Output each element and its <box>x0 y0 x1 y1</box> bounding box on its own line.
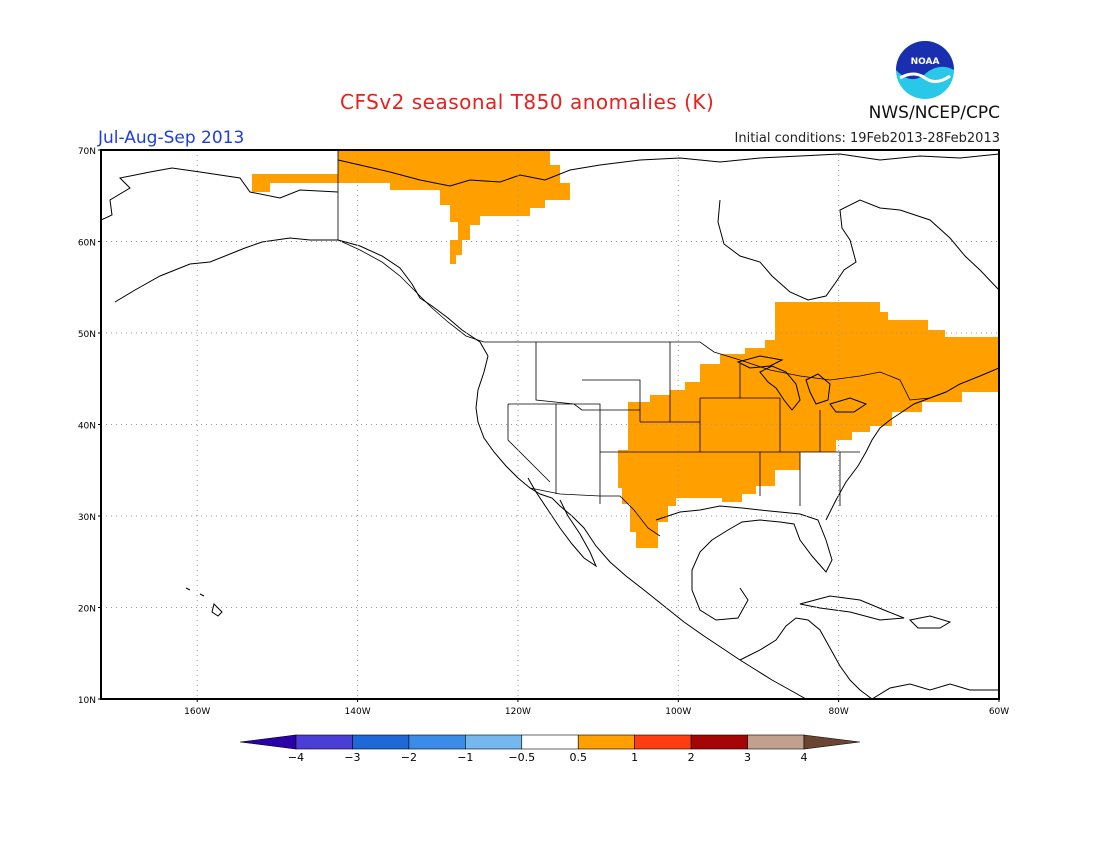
noaa-logo-text: NOAA <box>911 57 940 67</box>
lat-tick-label: 60N <box>78 239 96 249</box>
initial-conditions-label: Initial conditions: 19Feb2013-28Feb2013 <box>734 131 1000 146</box>
coastline-us-east <box>825 367 999 521</box>
colorbar-swatch <box>634 734 692 750</box>
colorbar-swatch <box>577 734 635 750</box>
lon-tick-label: 140W <box>345 707 371 717</box>
colorbar-swatch <box>408 734 466 750</box>
colorbar-swatch <box>239 734 297 750</box>
coastline-great-lakes <box>736 355 868 413</box>
coastline-hudson-bay <box>717 199 999 301</box>
colorbar-label: −3 <box>344 751 360 764</box>
colorbar-swatch <box>690 734 748 750</box>
anomaly-region-alaska-yukon <box>252 150 570 264</box>
lat-tick-label: 10N <box>78 696 96 706</box>
coastline-western-alaska <box>101 167 339 221</box>
lat-tick-label: 70N <box>78 147 96 157</box>
colorbar-label: 2 <box>688 751 695 764</box>
lat-tick-label: 20N <box>78 605 96 615</box>
political-boundaries <box>337 150 947 537</box>
colorbar-label: −1 <box>457 751 473 764</box>
border-us-mexico <box>529 487 661 537</box>
colorbar-swatch <box>352 734 410 750</box>
coastline-gulf-of-mexico <box>655 505 833 621</box>
noaa-logo-icon: NOAA <box>896 41 954 99</box>
colorbar-swatch <box>295 734 353 750</box>
colorbar-label: 0.5 <box>569 751 587 764</box>
border-us-canada <box>484 341 947 401</box>
colorbar-label: 4 <box>801 751 808 764</box>
lat-tick-label: 30N <box>78 513 96 523</box>
longitude-tick-labels: 160W 140W 120W 100W 80W 60W <box>184 699 1009 717</box>
lon-tick-label: 80W <box>828 707 848 717</box>
season-label: Jul-Aug-Sep 2013 <box>98 128 245 148</box>
coastlines <box>101 153 999 699</box>
coastline-central-america <box>739 617 873 699</box>
colorbar-swatch <box>465 734 523 750</box>
colorbar-swatch <box>747 734 805 750</box>
lat-tick-label: 40N <box>78 422 96 432</box>
anomaly-shading <box>252 150 999 548</box>
anomaly-region-eastern-us-canada <box>618 302 999 548</box>
colorbar-label: −4 <box>288 751 304 764</box>
coastline-hawaii <box>185 587 223 617</box>
colorbar-swatch <box>803 734 861 750</box>
coastline-us-west <box>475 355 807 699</box>
colorbar: −4 −3 −2 −1 −0.5 0.5 1 2 3 4 <box>239 734 861 764</box>
lon-tick-label: 120W <box>505 707 531 717</box>
lon-tick-label: 160W <box>184 707 210 717</box>
coastline-south-america <box>871 683 999 699</box>
coastline-arctic-canada <box>337 153 999 187</box>
border-alaska-canada <box>337 150 485 343</box>
coastline-baja-california <box>527 477 598 568</box>
lon-tick-label: 100W <box>665 707 691 717</box>
lat-tick-label: 50N <box>78 330 96 340</box>
coastline-cuba <box>799 595 905 621</box>
colorbar-label: −0.5 <box>508 751 535 764</box>
us-state-lines <box>507 342 860 506</box>
colorbar-label: 1 <box>631 751 638 764</box>
coastline-hispaniola <box>908 615 952 629</box>
colorbar-label: −2 <box>401 751 417 764</box>
colorbar-label: 3 <box>744 751 751 764</box>
colorbar-swatch <box>521 734 579 750</box>
map-title: CFSv2 seasonal T850 anomalies (K) <box>340 90 715 114</box>
agency-label: NWS/NCEP/CPC <box>868 103 1000 123</box>
latitude-tick-labels: 70N 60N 50N 40N 30N 20N 10N <box>78 147 101 706</box>
lon-tick-label: 60W <box>989 707 1009 717</box>
